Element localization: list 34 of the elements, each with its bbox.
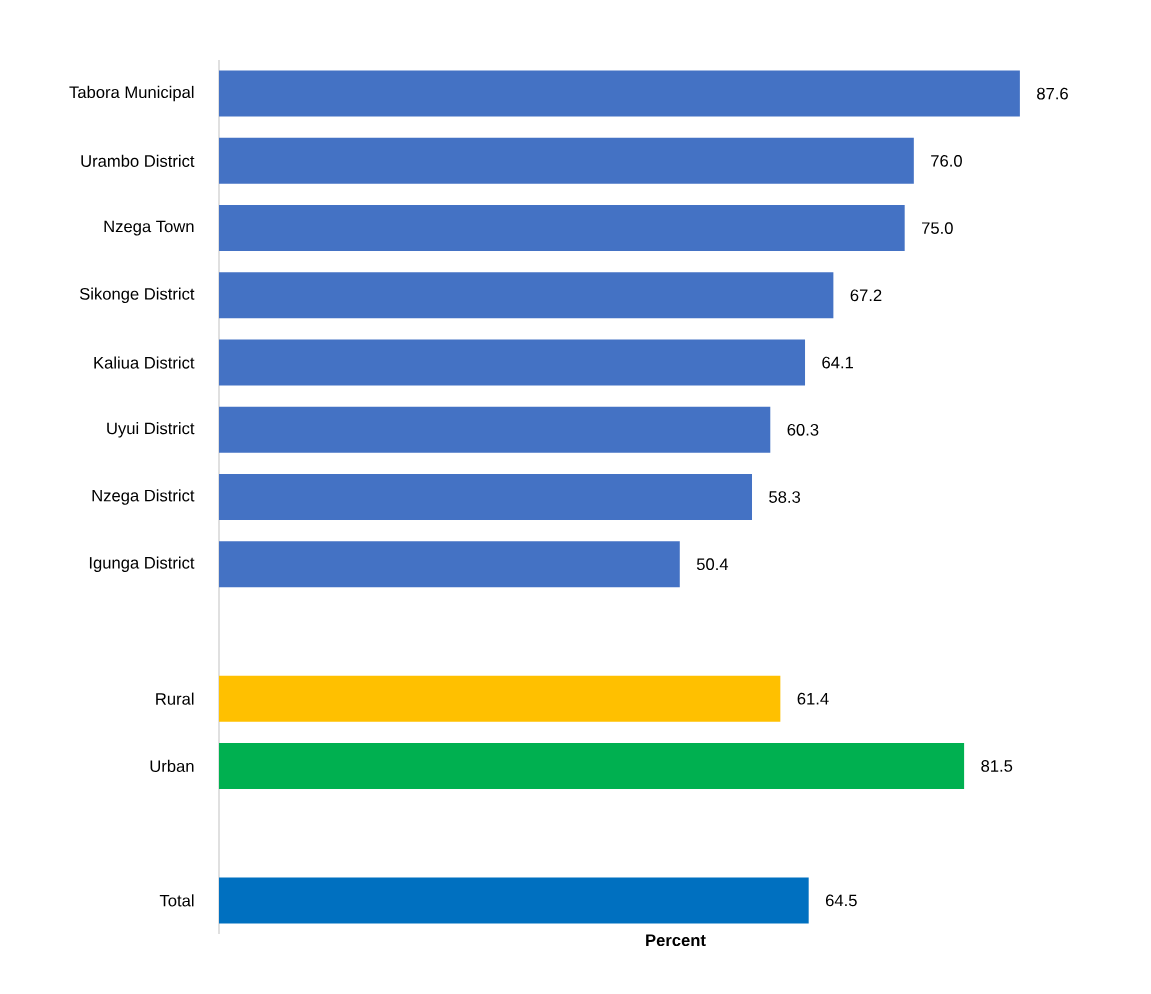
y-tick-label: Nzega Town <box>104 220 194 236</box>
data-label: 76.0 <box>931 154 962 167</box>
data-label: 81.5 <box>981 760 1013 772</box>
bar <box>219 474 753 521</box>
bar <box>219 675 781 722</box>
bar <box>219 272 834 319</box>
bar <box>219 205 905 252</box>
data-label: 87.6 <box>1037 87 1068 100</box>
y-tick-label: Tabora Municipal <box>69 85 194 102</box>
y-tick-label: Igunga District <box>89 556 195 572</box>
bar <box>219 541 680 588</box>
bar <box>219 137 914 184</box>
y-tick-label: Kaliua District <box>94 356 195 369</box>
y-tick-label: Uyui District <box>107 422 195 438</box>
y-tick-label: Total <box>159 894 194 907</box>
y-tick-label: Nzega District <box>92 489 195 505</box>
data-label: 75.0 <box>922 222 953 234</box>
data-label: 64.5 <box>825 894 857 907</box>
data-label: 61.4 <box>797 692 829 705</box>
bar <box>219 339 806 386</box>
data-label: 60.3 <box>787 423 819 436</box>
bar <box>219 877 809 924</box>
bar <box>219 70 1020 117</box>
y-tick-label: Urban <box>150 759 194 773</box>
bar <box>219 742 965 789</box>
y-tick-label: Rural <box>156 692 194 705</box>
y-tick-label: Urambo District <box>81 154 195 167</box>
x-axis-title: Percent <box>646 934 706 947</box>
data-label: 64.1 <box>822 356 853 369</box>
data-label: 58.3 <box>769 491 801 503</box>
data-label: 50.4 <box>696 558 729 571</box>
bar <box>219 406 771 453</box>
y-tick-label: Sikonge District <box>79 287 195 304</box>
data-label: 67.2 <box>850 289 882 302</box>
